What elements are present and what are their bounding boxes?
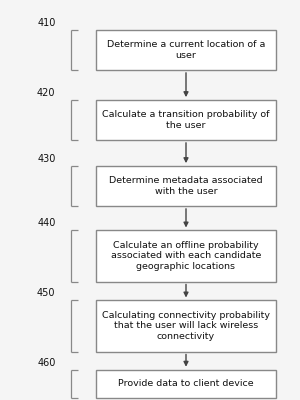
Text: Determine metadata associated
with the user: Determine metadata associated with the u… — [109, 176, 263, 196]
Text: 440: 440 — [37, 218, 56, 228]
FancyBboxPatch shape — [96, 166, 276, 206]
FancyBboxPatch shape — [96, 100, 276, 140]
Text: 430: 430 — [37, 154, 56, 164]
FancyBboxPatch shape — [96, 30, 276, 70]
Text: Provide data to client device: Provide data to client device — [118, 380, 254, 388]
Text: Calculate a transition probability of
the user: Calculate a transition probability of th… — [102, 110, 270, 130]
Text: 410: 410 — [37, 18, 56, 28]
Text: Calculating connectivity probability
that the user will lack wireless
connectivi: Calculating connectivity probability tha… — [102, 311, 270, 341]
Text: Determine a current location of a
user: Determine a current location of a user — [107, 40, 265, 60]
FancyBboxPatch shape — [96, 300, 276, 352]
FancyBboxPatch shape — [96, 230, 276, 282]
Text: 450: 450 — [37, 288, 56, 298]
Text: Calculate an offline probability
associated with each candidate
geographic locat: Calculate an offline probability associa… — [111, 241, 261, 271]
Text: 420: 420 — [37, 88, 56, 98]
FancyBboxPatch shape — [96, 370, 276, 398]
Text: 460: 460 — [37, 358, 56, 368]
